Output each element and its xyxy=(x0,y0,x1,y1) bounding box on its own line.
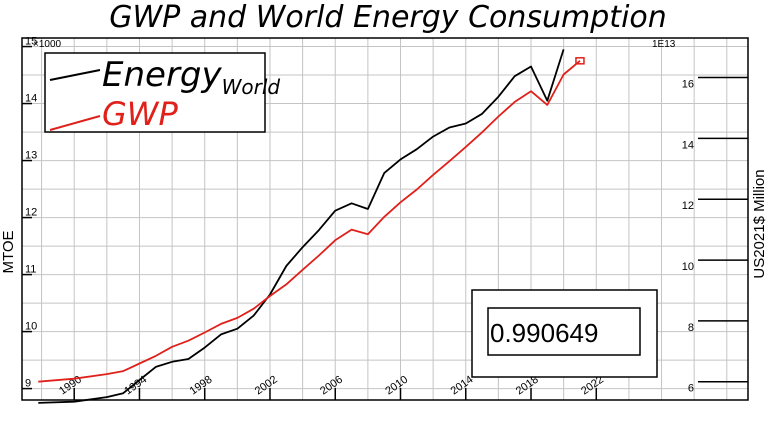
x-tick-label: 1994 xyxy=(122,374,149,398)
legend-label-energy: EnergyWorld xyxy=(102,55,280,99)
left-tick-label: 11 xyxy=(25,264,36,276)
left-tick-label: 13 xyxy=(25,150,37,162)
legend-label-gwp: GWP xyxy=(102,95,178,133)
right-tick-label: 16 xyxy=(682,79,694,91)
energy-series-line xyxy=(38,49,565,404)
annotation-value: 0.990649 xyxy=(490,318,598,348)
series-layer xyxy=(38,49,585,404)
left-axis-label: MTOE xyxy=(0,230,17,273)
right-tick-label: 8 xyxy=(688,322,694,334)
legend-swatch-gwp xyxy=(49,115,101,131)
x-tick-label: 1998 xyxy=(188,374,215,398)
left-tick-label: 14 xyxy=(25,93,37,105)
x-tick-label: 2010 xyxy=(383,374,410,398)
legend-energy-subscript: World xyxy=(222,75,281,99)
gwp-end-marker xyxy=(575,57,585,65)
plot-frame xyxy=(21,37,749,401)
chart-title: GWP and World Energy Consumption xyxy=(109,0,667,35)
legend-swatch-energy xyxy=(49,69,101,81)
correlation-annotation: 0.990649 xyxy=(471,289,658,378)
right-tick-label: 10 xyxy=(682,261,694,273)
legend-box xyxy=(44,52,266,133)
left-tick-label: 9 xyxy=(25,378,31,390)
right-axis-multiplier: 1E13 xyxy=(652,39,676,50)
annotation-inner-box xyxy=(487,307,641,356)
left-axis-multiplier: ×1000 xyxy=(33,39,62,50)
left-tick-label: 15 xyxy=(25,36,37,48)
right-axis-label: US2021$ Million xyxy=(751,169,768,278)
x-tick-label: 2002 xyxy=(253,374,280,398)
legend: EnergyWorld GWP xyxy=(44,52,280,133)
right-tick-label: 6 xyxy=(688,383,694,395)
left-tick-label: 12 xyxy=(25,207,37,219)
right-tick-label: 14 xyxy=(682,139,694,151)
legend-energy-name: Energy xyxy=(102,55,223,95)
right-tick-label: 12 xyxy=(682,200,694,212)
left-tick-label: 10 xyxy=(25,321,37,333)
x-tick-label: 2006 xyxy=(318,374,345,398)
gwp-series-line xyxy=(38,60,581,383)
